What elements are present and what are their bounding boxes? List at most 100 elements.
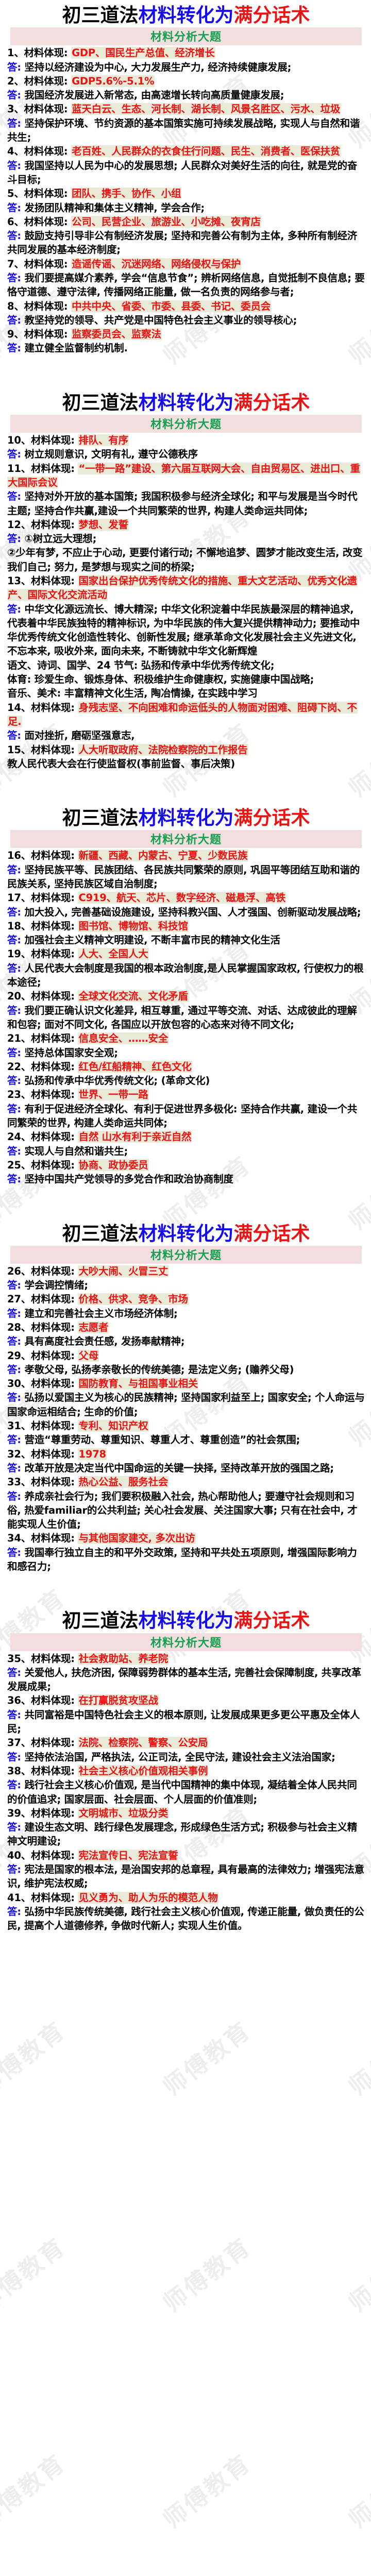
answer-tag: 答: (7, 1666, 21, 1679)
item-number: 9 (7, 328, 14, 341)
material-label: 、材料体现: (21, 1032, 75, 1045)
answer-text: 坚持民族平等、民族团结、各民族共同繁荣的原则, 巩固平等团结互助和谐的民族关系,… (7, 863, 360, 890)
spacer (21, 1364, 25, 1376)
material-label: 、材料体现: (21, 1849, 75, 1861)
material-question: 36、材料体现: 在打赢脱贫攻坚战 (6, 1693, 366, 1707)
answer-tag: 答: (7, 1363, 21, 1376)
spacer (21, 1490, 25, 1502)
material-answer: 答: 面对挫折, 磨砺坚强意志, (6, 728, 366, 742)
material-label: 、材料体现: (21, 434, 75, 447)
answer-tag: 答: (7, 1779, 21, 1791)
page-break-gap (0, 771, 371, 803)
material-question: 17、材料体现: C919、航天、芯片、数字经济、磁悬浮、高铁 (6, 891, 366, 905)
answer-tag: 答: (7, 533, 21, 545)
title-part-action: 材料转化为 (138, 391, 234, 414)
answer-text: 树立规则意识, 文明有礼, 遵守公德秩序 (24, 448, 198, 461)
material-keyword: 新疆、西藏、内蒙古、宁夏、少数民族 (78, 850, 248, 862)
material-answer: 答: 鼓励支持引导非公有制经济发展; 坚持和完善公有制为主体, 多种所有制经济共… (6, 229, 366, 257)
spacer (21, 202, 25, 214)
material-label: 、材料体现: (21, 1652, 75, 1665)
answer-continuation: 体育: 珍爱生命、锻炼身体、积极维护生命健康权, 实施健康中国战略; (7, 673, 314, 686)
item-number: 31 (7, 1420, 21, 1432)
page-section: 初三道法材料转化为满分话术 材料分析大题 10、材料体现: 排队、有序 答: 树立规则… (0, 387, 371, 771)
material-question: 29、材料体现: 父母 (6, 1349, 366, 1363)
answer-text: 鼓励支持引导非公有制经济发展; 坚持和完善公有制为主体, 多种所有制经济共同发展… (7, 230, 358, 256)
spacer (21, 906, 25, 918)
spacer (21, 934, 25, 946)
material-answer: 答: 我国坚持以人民为中心的发展思想; 人民群众对美好生活的向往, 就是党的奋斗… (6, 159, 366, 187)
qa-list: 10、材料体现: 排队、有序 答: 树立规则意识, 文明有礼, 遵守公德秩序 11、… (6, 433, 366, 771)
item-number: 34 (7, 1532, 21, 1545)
title-part-subject: 初三道法 (62, 806, 139, 829)
material-answer: 答: 坚持依法治国, 严格执法, 公正司法, 全民守法, 建设社会主义法治国家; (6, 1750, 366, 1764)
subtitle-label: 材料分析大题 (150, 1249, 222, 1262)
answer-text: 建立健全监督制约机制. (24, 342, 128, 354)
subtitle-band: 材料分析大题 (10, 415, 362, 433)
item-number: 39 (7, 1807, 21, 1819)
material-label: 、材料体现: (14, 145, 68, 158)
answer-text: 人民代表大会制度是我国的根本政治制度,是人民掌握国家政权, 行使权力的根本途径; (7, 962, 364, 989)
material-question: 7、材料体现: 造谣传谣、沉迷网络、网络侵权与保护 (6, 257, 366, 271)
material-answer: 答: ①树立远大理想; (6, 532, 366, 546)
material-answer: 答: 践行社会主义核心价值观, 是当代中国精神的集中体现, 凝结着全体人民共同的… (6, 1778, 366, 1806)
material-question: 9、材料体现: 监察委员会、监察法 (6, 327, 366, 341)
qa-list: 16、材料体现: 新疆、西藏、内蒙古、宁夏、少数民族 答: 坚持民族平等、民族团结… (6, 849, 366, 1186)
material-answer: 答: 关爱他人, 扶危济困, 保障弱势群体的基本生活, 完善社会保障制度, 共享… (6, 1666, 366, 1694)
material-answer: 答: 加强社会主义精神文明建设, 不断丰富市民的精神文化生活 (6, 933, 366, 947)
answer-tag: 答: (7, 61, 21, 73)
answer-continuation: 语文、诗词、国学、24 节气: 弘扬和传承中华优秀传统文化; (7, 659, 275, 671)
material-answer: 答: 弘扬和传承中华优秀传统文化; (革命文化) (6, 1074, 366, 1088)
item-number: 12 (7, 518, 21, 531)
spacer (21, 61, 25, 73)
answer-tag: 答: (7, 1708, 21, 1721)
item-number: 27 (7, 1293, 21, 1306)
material-question: 5、材料体现: 团队、携手、协作、小组 (6, 187, 366, 200)
material-answer: 答: 弘扬以爱国主义为核心的民族精神; 坚持国家利益至上; 国家安全; 个人命运… (6, 1391, 366, 1419)
material-question: 41、材料体现: 见义勇为、助人为乐的模范人物 (6, 1891, 366, 1905)
answer-text: 面对挫折, 磨砺坚强意志, (24, 730, 135, 742)
material-question: 8、材料体现: 中共中央、省委、市委、县委、书记、委员会 (6, 299, 366, 313)
material-answer: 答: 坚持以经济建设为中心, 大力发展生产力, 经济持续健康发展; (6, 60, 366, 74)
material-keyword: 与其他国家建交, 多次出访 (78, 1532, 196, 1545)
material-label: 、材料体现: (21, 1131, 75, 1143)
spacer (21, 1547, 25, 1558)
answer-continuation: 教人民代表大会在行使监督权(事前监督、事后决策) (7, 757, 235, 770)
material-question: 6、材料体现: 公司、民营企业、旅游业、小吃摊、夜宵店 (6, 215, 366, 229)
watermark-text: 师傅教育 (158, 2015, 257, 2102)
answer-text: 改革开放是决定当代中国命运的关键一抉择, 坚持改革开放的强国之路; (24, 1462, 334, 1474)
material-question: 40、材料体现: 宪法宣传日、宪法宣誓 (6, 1849, 366, 1862)
item-number: 2 (7, 75, 14, 87)
material-answer: 答: 加大投入, 完善基础设施建设, 坚持科教兴国、人才强国、创新驱动发展战略; (6, 905, 366, 919)
spacer (21, 160, 25, 172)
item-number: 21 (7, 1032, 21, 1045)
answer-tag: 答: (7, 201, 21, 214)
material-keyword: 社会救助站、养老院 (78, 1652, 169, 1665)
spacer (21, 1863, 25, 1875)
item-number: 23 (7, 1089, 21, 1101)
material-keyword: 梦想、发誓 (78, 518, 129, 531)
material-keyword: 自然 山水有利于亲近自然 (78, 1131, 192, 1143)
material-keyword: 1978 (78, 1448, 107, 1460)
answer-text: 践行社会主义核心价值观, 是当代中国精神的集中体现, 凝结着全体人民共同的价值追… (7, 1779, 357, 1805)
watermark-text: 师傅教育 (158, 2448, 257, 2534)
material-keyword: 人大听取政府、法院检察院的工作报告 (78, 743, 248, 756)
spacer (21, 1308, 25, 1319)
material-label: 、材料体现: (21, 850, 75, 862)
material-question: 25、材料体现: 协商、政协委员 (6, 1158, 366, 1172)
material-answer: 答: 孝敬父母, 弘扬孝亲敬长的传统美德; 是法定义务; (赡养父母) (6, 1363, 366, 1377)
spacer (21, 1434, 25, 1446)
answer-text: 我国奉行独立自主的和平外交政策, 坚持和平共处五项原则, 增强国际影响力和感召力… (7, 1546, 357, 1573)
subtitle-label: 材料分析大题 (150, 418, 222, 432)
answer-text: 营造“尊重劳动、尊重知识、尊重人才、尊重创造”的社会氛围; (24, 1434, 300, 1446)
material-question: 13、材料体现: 国家出台保护优秀传统文化的措施、重大文艺活动、优秀文化遗产、国… (6, 574, 366, 602)
page-section: 初三道法材料转化为满分话术 材料分析大题 35、材料体现: 社会救助站、养老院 答: … (0, 1605, 371, 1933)
material-question: 15、材料体现: 人大听取政府、法院检察院的工作报告 (6, 743, 366, 757)
item-number: 30 (7, 1378, 21, 1390)
material-question: 38、材料体现: 社会主义核心价值观相关事例 (6, 1764, 366, 1778)
material-keyword: 团队、携手、协作、小组 (71, 188, 182, 200)
material-question: 20、材料体现: 全球文化交流、文化矛盾 (6, 989, 366, 1003)
material-question: 26、材料体现: 大吵大闹、火冒三丈 (6, 1264, 366, 1278)
material-label: 、材料体现: (21, 1349, 75, 1362)
material-label: 、材料体现: (21, 518, 75, 531)
spacer (21, 490, 25, 502)
